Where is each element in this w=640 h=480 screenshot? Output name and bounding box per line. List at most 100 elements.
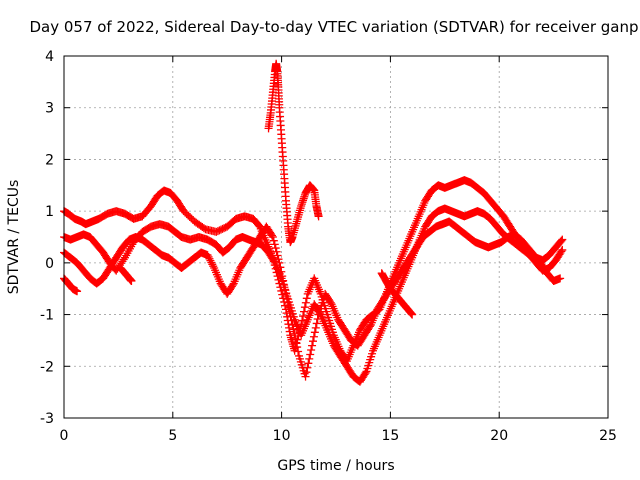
data-point: [282, 294, 291, 303]
x-tick-label: 25: [599, 428, 617, 444]
data-point: [301, 372, 310, 381]
data-point: [365, 322, 374, 331]
data-point: [286, 312, 295, 321]
series-track-1: [60, 176, 567, 366]
data-point: [281, 285, 290, 294]
data-point: [269, 236, 278, 245]
data-point: [267, 231, 276, 240]
data-point: [300, 303, 309, 312]
data-points: [60, 59, 567, 386]
data-point: [276, 263, 285, 272]
data-point: [207, 258, 216, 267]
series-track-5: [264, 59, 323, 247]
data-point: [73, 287, 82, 296]
data-point: [279, 276, 288, 285]
data-point: [270, 240, 279, 249]
data-point: [298, 316, 307, 325]
series-track-7: [116, 264, 136, 285]
data-point: [268, 233, 277, 241]
x-tick-label: 5: [168, 428, 177, 444]
data-point: [311, 323, 320, 332]
data-point: [290, 329, 299, 338]
y-axis-label: SDTVAR / TECUs: [6, 180, 22, 295]
data-point: [283, 298, 292, 307]
data-point: [280, 281, 289, 290]
data-point: [299, 312, 308, 321]
data-point: [272, 247, 281, 256]
grid-lines: [64, 56, 608, 418]
data-point: [289, 325, 298, 334]
data-point: [273, 251, 282, 260]
data-point: [287, 316, 296, 325]
data-point: [204, 252, 213, 261]
series-track-6: [377, 269, 417, 319]
data-point: [299, 307, 308, 316]
data-point: [361, 368, 370, 377]
data-point: [303, 363, 312, 372]
y-tick-label: 4: [45, 49, 54, 65]
data-point: [314, 212, 323, 221]
data-point: [294, 347, 303, 356]
data-point: [278, 272, 287, 281]
data-point: [302, 294, 311, 303]
data-point: [203, 251, 212, 260]
data-point: [208, 260, 217, 269]
data-point: [326, 298, 335, 307]
data-point: [313, 315, 322, 324]
x-tick-label: 10: [273, 428, 291, 444]
data-point: [228, 281, 237, 290]
data-point: [304, 359, 313, 368]
series-track-4: [60, 274, 82, 296]
x-axis-label: GPS time / hours: [277, 458, 394, 474]
data-point: [285, 307, 294, 316]
data-point: [309, 332, 318, 341]
x-tick-label: 15: [381, 428, 399, 444]
data-point: [305, 354, 314, 363]
data-point: [557, 247, 566, 256]
data-point: [291, 334, 300, 343]
data-point: [278, 290, 287, 299]
axis-ticks: 0 5 10 15 20 25 -3 -2 -1 0 1 2 3 4: [40, 49, 617, 444]
data-point: [306, 350, 315, 359]
y-tick-label: -1: [40, 308, 54, 324]
data-point: [302, 368, 311, 377]
data-point: [312, 319, 321, 328]
x-tick-label: 20: [490, 428, 508, 444]
data-point: [308, 337, 317, 346]
data-point: [288, 320, 297, 329]
data-point: [277, 267, 286, 276]
data-point: [556, 274, 565, 283]
y-tick-label: 2: [45, 152, 54, 168]
data-point: [271, 244, 280, 253]
x-tick-label: 0: [60, 428, 69, 444]
plot-frame: [63, 55, 609, 419]
data-point: [292, 338, 301, 347]
data-point: [310, 328, 319, 337]
data-point: [205, 254, 214, 263]
data-point: [206, 256, 215, 265]
y-tick-label: 0: [45, 256, 54, 272]
data-point: [281, 289, 290, 298]
y-tick-label: -3: [40, 411, 54, 427]
data-point: [301, 298, 310, 307]
y-tick-label: 1: [45, 204, 54, 220]
data-point: [293, 343, 302, 352]
data-point: [209, 262, 218, 271]
data-point: [557, 236, 566, 245]
data-point: [284, 303, 293, 312]
chart-title: Day 057 of 2022, Sidereal Day-to-day VTE…: [29, 18, 638, 36]
data-point: [558, 245, 567, 254]
y-tick-label: -2: [40, 359, 54, 375]
data-point: [119, 255, 128, 264]
data-point: [254, 221, 263, 230]
data-point: [308, 341, 317, 350]
data-point: [127, 276, 136, 285]
data-point: [408, 310, 417, 319]
data-point: [274, 255, 283, 264]
y-tick-label: 3: [45, 101, 54, 117]
data-point: [558, 235, 567, 244]
series-track-3: [60, 217, 565, 381]
data-point: [307, 346, 316, 355]
data-point: [275, 258, 284, 267]
